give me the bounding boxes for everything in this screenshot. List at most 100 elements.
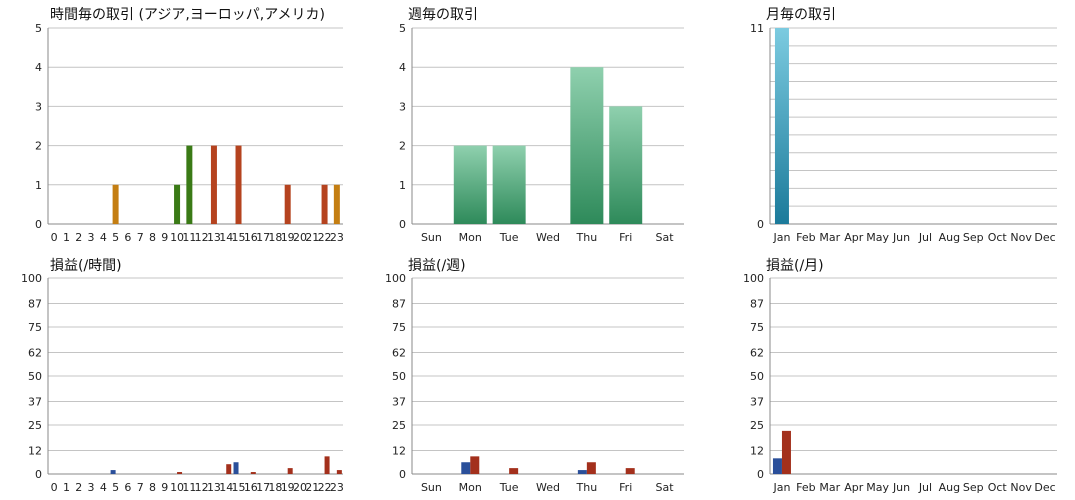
- x-tick-label: 16: [244, 481, 258, 494]
- x-tick-label: 14: [219, 481, 233, 494]
- x-tick-label: 0: [51, 231, 58, 244]
- y-tick-label: 62: [392, 346, 406, 359]
- bar-series-1: [772, 458, 782, 474]
- bar-series-2: [250, 472, 256, 474]
- y-tick-label: 0: [35, 218, 42, 231]
- bar: [210, 145, 217, 224]
- bar-series-1: [461, 462, 471, 474]
- bar-series-1: [233, 462, 239, 474]
- y-tick-label: 87: [750, 297, 764, 310]
- y-tick-label: 25: [392, 419, 406, 432]
- y-tick-label: 87: [392, 297, 406, 310]
- x-tick-label: 7: [137, 481, 144, 494]
- bar-series-2: [336, 470, 342, 474]
- bar-series-2: [586, 462, 596, 474]
- chart-title-hourly-pnl: 損益(/時間): [50, 258, 122, 274]
- x-tick-label: 10: [170, 231, 184, 244]
- y-tick-label: 75: [28, 321, 42, 334]
- y-tick-label: 37: [392, 395, 406, 408]
- bar: [609, 106, 643, 224]
- x-tick-label: Dec: [1034, 231, 1055, 244]
- x-tick-label: Wed: [536, 481, 560, 494]
- y-tick-label: 4: [399, 61, 406, 74]
- x-tick-label: 19: [281, 481, 295, 494]
- y-tick-label: 4: [35, 61, 42, 74]
- y-tick-label: 11: [750, 22, 764, 35]
- x-tick-label: 17: [256, 481, 270, 494]
- x-tick-label: 16: [244, 231, 258, 244]
- y-tick-label: 37: [28, 395, 42, 408]
- bar: [570, 67, 604, 224]
- x-tick-label: 11: [182, 231, 196, 244]
- x-tick-label: Jun: [892, 481, 910, 494]
- y-tick-label: 5: [399, 22, 406, 35]
- y-tick-label: 100: [21, 272, 42, 285]
- y-tick-label: 0: [757, 218, 764, 231]
- x-tick-label: 6: [124, 481, 131, 494]
- y-tick-label: 50: [750, 370, 764, 383]
- y-tick-label: 0: [399, 218, 406, 231]
- x-tick-label: 5: [112, 231, 119, 244]
- x-tick-label: 21: [305, 231, 319, 244]
- bar-series-1: [110, 470, 116, 474]
- x-tick-label: Mar: [819, 231, 840, 244]
- x-tick-label: Sun: [421, 481, 442, 494]
- x-tick-label: 13: [207, 481, 221, 494]
- x-tick-label: Wed: [536, 231, 560, 244]
- x-tick-label: Sat: [656, 481, 675, 494]
- x-tick-label: 1: [63, 231, 70, 244]
- x-tick-label: Mon: [459, 231, 482, 244]
- x-tick-label: 15: [232, 231, 246, 244]
- x-tick-label: 9: [161, 481, 168, 494]
- bar-series-2: [781, 430, 791, 474]
- bar-series-2: [509, 468, 519, 474]
- bar: [235, 145, 242, 224]
- x-tick-label: Thu: [576, 481, 598, 494]
- x-tick-label: Mon: [459, 481, 482, 494]
- y-tick-label: 0: [35, 468, 42, 481]
- bar: [333, 184, 340, 224]
- y-tick-label: 2: [399, 140, 406, 153]
- x-tick-label: 17: [256, 231, 270, 244]
- bar: [284, 184, 291, 224]
- x-tick-label: 22: [318, 481, 332, 494]
- x-tick-label: Fri: [619, 481, 632, 494]
- bar-series-2: [470, 456, 480, 474]
- x-tick-label: 21: [305, 481, 319, 494]
- x-tick-label: Jul: [918, 481, 932, 494]
- bar-series-1: [577, 470, 587, 474]
- x-tick-label: Oct: [988, 481, 1008, 494]
- bar: [112, 184, 119, 224]
- y-tick-label: 37: [750, 395, 764, 408]
- x-tick-label: 0: [51, 481, 58, 494]
- x-tick-label: Fri: [619, 231, 632, 244]
- x-tick-label: Jun: [892, 231, 910, 244]
- x-tick-label: Sep: [963, 481, 984, 494]
- x-tick-label: 10: [170, 481, 184, 494]
- y-tick-label: 5: [35, 22, 42, 35]
- chart-title-monthly-trades: 月毎の取引: [766, 7, 836, 23]
- x-tick-label: Aug: [939, 231, 960, 244]
- chart-title-weekly-trades: 週毎の取引: [408, 7, 478, 23]
- x-tick-label: 14: [219, 231, 233, 244]
- y-tick-label: 1: [35, 179, 42, 192]
- x-tick-label: Apr: [844, 481, 864, 494]
- x-tick-label: 22: [318, 231, 332, 244]
- x-tick-label: 20: [293, 481, 307, 494]
- bar: [453, 145, 487, 224]
- x-tick-label: 12: [195, 231, 209, 244]
- x-tick-label: 2: [75, 481, 82, 494]
- x-tick-label: Sat: [656, 231, 675, 244]
- y-tick-label: 0: [757, 468, 764, 481]
- x-tick-label: Tue: [499, 231, 519, 244]
- x-tick-label: 4: [100, 481, 107, 494]
- y-tick-label: 12: [28, 444, 42, 457]
- y-tick-label: 3: [399, 100, 406, 113]
- x-tick-label: 7: [137, 231, 144, 244]
- bar-series-2: [625, 468, 635, 474]
- y-tick-label: 62: [750, 346, 764, 359]
- x-tick-label: Feb: [796, 481, 815, 494]
- x-tick-label: 18: [268, 481, 282, 494]
- x-tick-label: 6: [124, 231, 131, 244]
